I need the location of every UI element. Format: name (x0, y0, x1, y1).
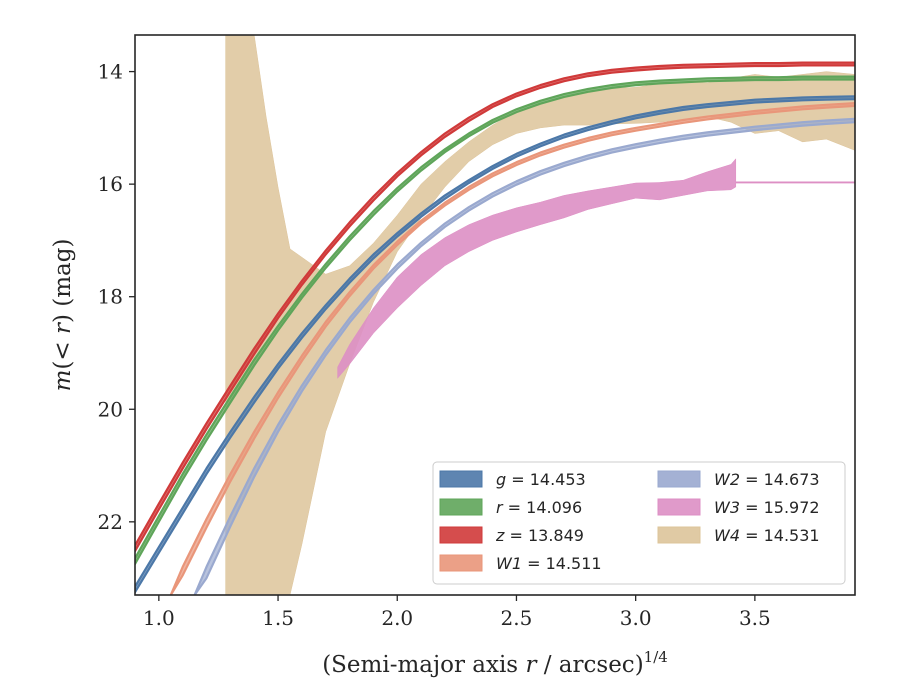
y-axis-label: m(< r) (mag) (50, 239, 76, 392)
x-axis-label-prefix: (Semi-major axis (322, 652, 525, 678)
x-tick-label: 1.0 (143, 606, 175, 630)
legend-label-r: r = 14.096 (496, 498, 582, 517)
legend-swatch-g (439, 470, 483, 488)
legend-value: = 14.096 (503, 498, 583, 517)
series-z-band (135, 61, 855, 553)
x-axis-ticks: 1.0 1.5 2.0 2.5 3.0 3.5 (143, 595, 771, 630)
y-tick-label: 14 (98, 60, 123, 84)
legend-swatch-r (439, 498, 483, 516)
y-axis-label-unit: ) (mag) (50, 239, 76, 323)
legend-symbol: W1 (496, 554, 522, 573)
legend-box (432, 461, 846, 585)
legend-swatch-w4 (657, 526, 701, 544)
x-axis-label-suffix: / arcsec) (536, 652, 643, 678)
plot-frame (134, 34, 856, 596)
y-axis-label-mid: (< (50, 334, 76, 370)
legend-swatch-w3 (657, 498, 701, 516)
y-tick-label: 18 (98, 285, 123, 309)
series-w3-band (337, 158, 737, 379)
y-tick-label: 20 (98, 397, 123, 421)
x-tick-label: 2.5 (501, 606, 533, 630)
y-axis-ticks: 14 16 18 20 22 (98, 60, 135, 534)
series-r-band (135, 75, 855, 566)
x-tick-label: 3.5 (739, 606, 771, 630)
y-tick-label: 22 (98, 510, 123, 534)
legend-value: = 15.972 (740, 498, 820, 517)
legend-label-g: g = 14.453 (496, 470, 586, 489)
legend-value: = 14.531 (740, 526, 820, 545)
legend-label-w2: W2 = 14.673 (714, 470, 820, 489)
legend-symbol: W3 (714, 498, 740, 517)
series-w1-band (169, 102, 855, 595)
legend-value: = 14.511 (522, 554, 602, 573)
x-axis-label-italic: r (525, 652, 538, 678)
legend-symbol: W4 (714, 526, 740, 545)
legend-label-w4: W4 = 14.531 (714, 526, 820, 545)
series-w2-band (193, 117, 855, 595)
x-tick-label: 2.0 (381, 606, 413, 630)
legend-symbol: W2 (714, 470, 740, 489)
x-axis-label: (Semi-major axis r / arcsec)1/4 (322, 648, 668, 678)
legend-value: = 14.453 (506, 470, 586, 489)
y-axis-label-r: r (50, 321, 76, 334)
legend-label-w3: W3 = 15.972 (714, 498, 820, 517)
legend-value: = 13.849 (504, 526, 584, 545)
legend-label-z: z = 13.849 (495, 526, 584, 545)
legend-swatch-z (439, 526, 483, 544)
legend-symbol: r (496, 498, 504, 517)
legend-symbol: z (495, 526, 505, 545)
y-axis-label-m: m (50, 370, 76, 392)
legend-label-w1: W1 = 14.511 (496, 554, 602, 573)
x-tick-label: 3.0 (620, 606, 652, 630)
x-axis-label-superscript: 1/4 (644, 648, 668, 666)
legend-value: = 14.673 (740, 470, 820, 489)
series-g-band (135, 95, 855, 594)
legend-swatch-w2 (657, 470, 701, 488)
series-layer (135, 35, 855, 595)
y-tick-label: 16 (98, 172, 123, 196)
legend-symbol: g (496, 470, 506, 489)
legend-swatch-w1 (439, 554, 483, 572)
x-tick-label: 1.5 (262, 606, 294, 630)
